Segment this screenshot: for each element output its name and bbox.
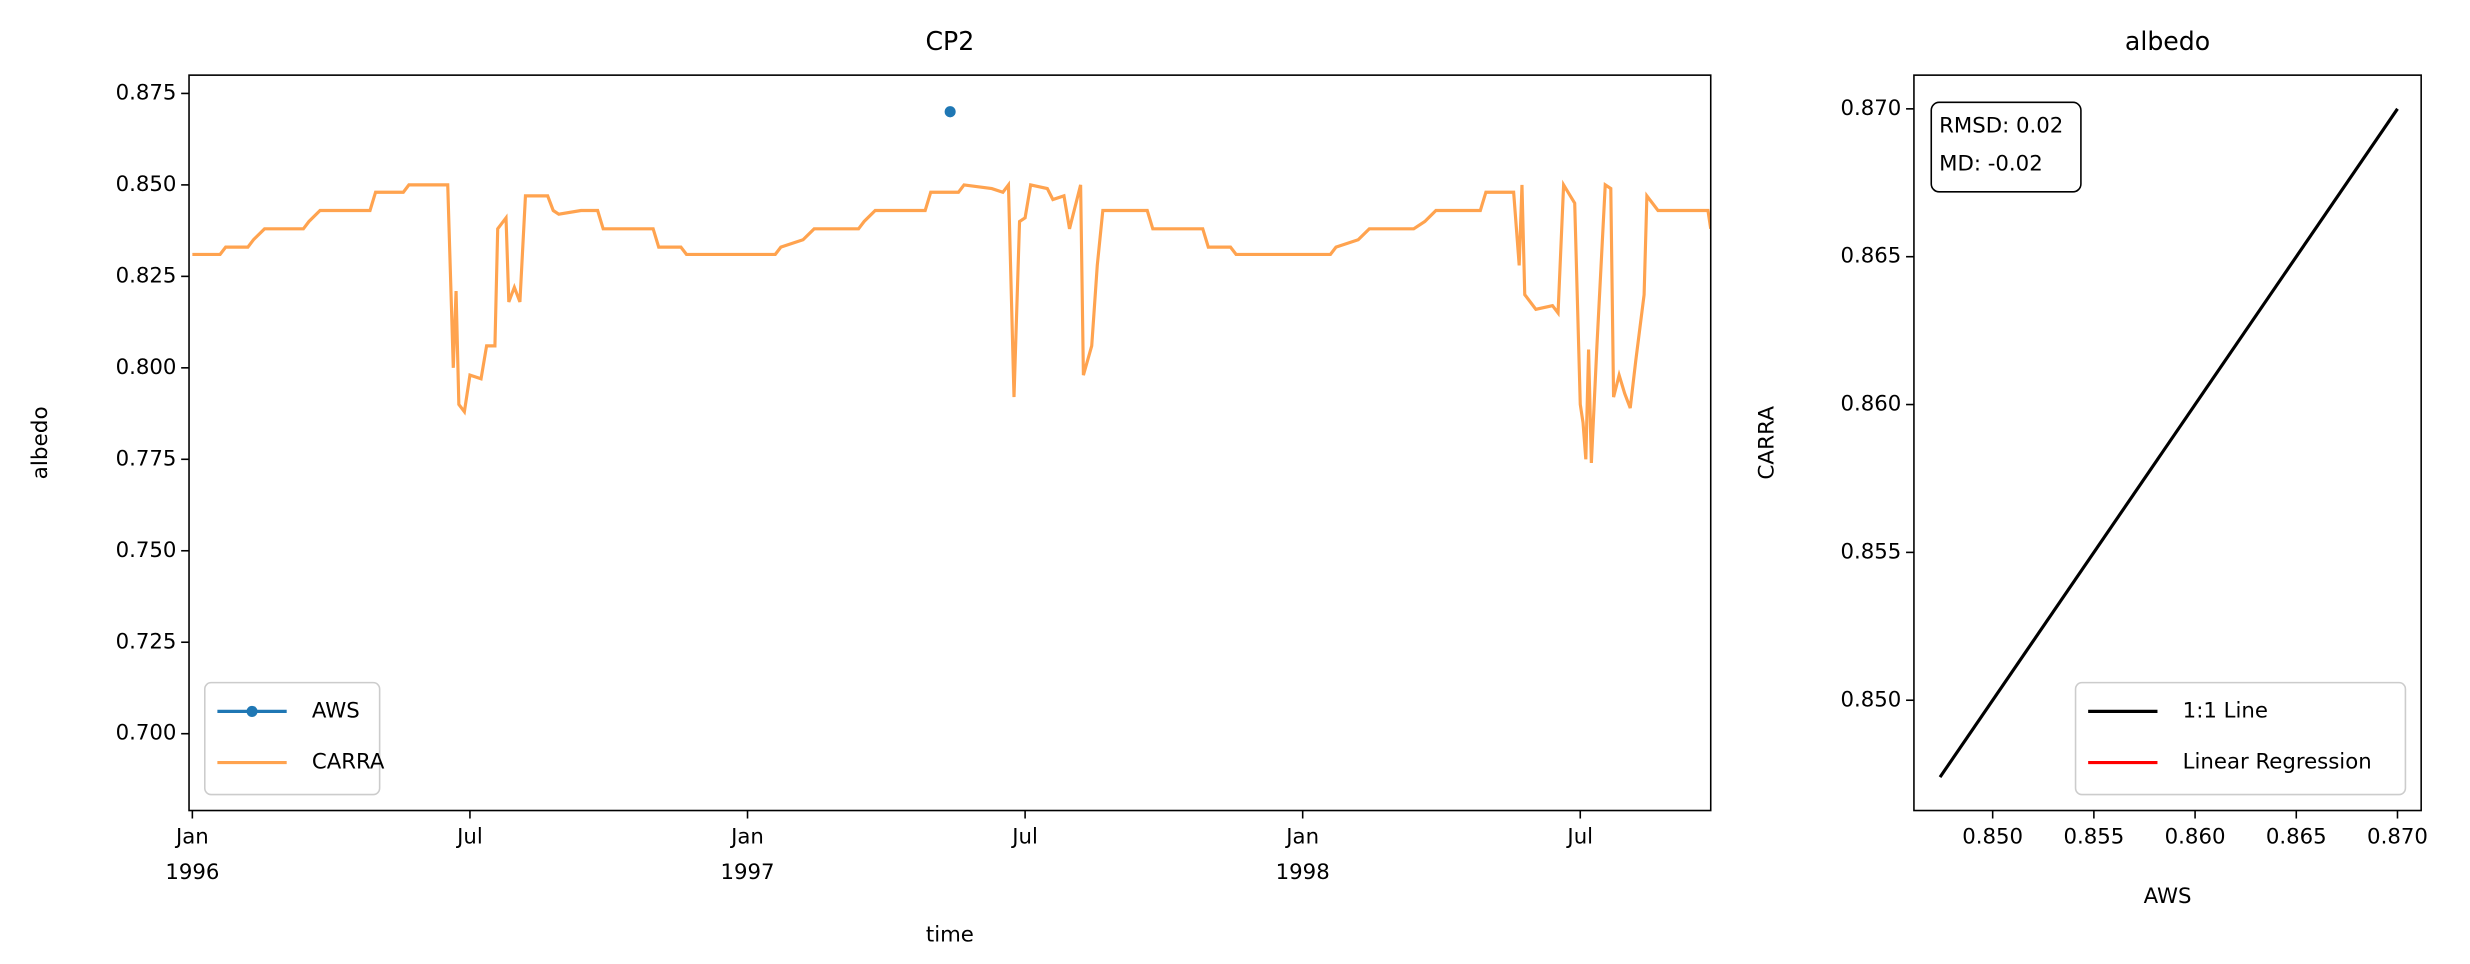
x-tick-label: Jan 1996	[165, 825, 219, 885]
data-point	[944, 106, 956, 118]
series-line	[192, 179, 1711, 464]
y-tick-label: 0.870	[1840, 96, 1901, 121]
x-axis-label: AWS	[2144, 884, 2192, 909]
x-tick-label: Jul	[1565, 825, 1593, 850]
plot-area	[1938, 107, 2399, 779]
legend-label: 1:1 Line	[2183, 698, 2268, 723]
annotation: RMSD: 0.02	[1939, 113, 2063, 138]
legend-marker	[246, 705, 258, 718]
x-tick-label: Jan 1997	[720, 825, 774, 885]
x-tick-label: Jan 1998	[1276, 825, 1330, 885]
legend-label: AWS	[312, 698, 360, 723]
y-tick-label: 0.850	[1840, 687, 1901, 712]
y-tick-label: 0.855	[1840, 539, 1901, 564]
y-tick-label: 0.800	[116, 355, 177, 380]
y-tick-label: 0.850	[116, 172, 177, 197]
x-tick-label: Jul	[455, 825, 483, 850]
x-axis-label: time	[926, 922, 974, 947]
legend-label: CARRA	[312, 749, 385, 774]
y-axis-label: albedo	[28, 406, 53, 479]
x-tick-label: 0.870	[2367, 825, 2428, 850]
chart-title: albedo	[2125, 26, 2210, 56]
axes-frame	[1913, 74, 2422, 812]
y-tick-label: 0.725	[116, 629, 177, 654]
y-tick-label: 0.865	[1840, 244, 1901, 269]
y-tick-label: 0.775	[116, 446, 177, 471]
x-tick-label: 0.850	[1962, 825, 2023, 850]
annotation: MD: -0.02	[1939, 152, 2043, 177]
x-tick-label: 0.865	[2266, 825, 2327, 850]
plot-area	[192, 106, 1711, 464]
series-line	[1938, 107, 2399, 779]
x-tick-label: Jul	[1010, 825, 1038, 850]
y-tick-label: 0.825	[116, 263, 177, 288]
y-axis-label: CARRA	[1755, 406, 1780, 480]
legend-box	[2074, 681, 2407, 796]
legend-label: Linear Regression	[2183, 749, 2372, 774]
chart-title: CP2	[925, 26, 974, 56]
y-tick-label: 0.875	[116, 80, 177, 105]
y-tick-label: 0.860	[1840, 391, 1901, 416]
x-tick-label: 0.860	[2165, 825, 2226, 850]
y-tick-label: 0.750	[116, 538, 177, 563]
axes-frame	[188, 74, 1712, 812]
x-tick-label: 0.855	[2063, 825, 2124, 850]
y-tick-label: 0.700	[116, 721, 177, 746]
annotation-box	[1930, 101, 2082, 193]
